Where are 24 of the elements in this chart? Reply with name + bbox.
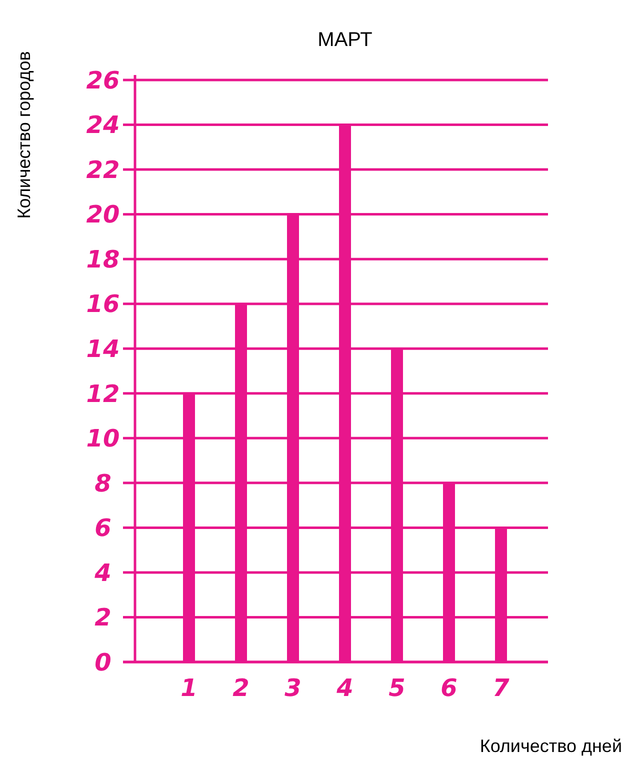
x-tick-label: 6 bbox=[440, 674, 458, 702]
y-tick-label: 24 bbox=[86, 111, 120, 140]
x-axis-title: Количество дней bbox=[480, 736, 622, 756]
y-tick-label: 26 bbox=[86, 66, 120, 94]
y-tick-label: 0 bbox=[94, 648, 112, 676]
x-tick-label: 4 bbox=[336, 674, 354, 702]
y-tick-label: 22 bbox=[86, 156, 120, 184]
y-tick-label: 12 bbox=[86, 380, 120, 408]
x-tick-label: 7 bbox=[492, 674, 510, 702]
x-tick-label: 2 bbox=[232, 674, 250, 702]
chart-title: МАРТ bbox=[318, 29, 372, 51]
x-tick-label: 5 bbox=[388, 674, 406, 702]
y-tick-label: 14 bbox=[86, 335, 120, 364]
y-axis-title: Количество городов bbox=[14, 51, 34, 219]
x-tick-label: 3 bbox=[284, 674, 302, 702]
y-tick-label: 18 bbox=[86, 245, 120, 274]
y-tick-label: 8 bbox=[94, 469, 112, 498]
y-tick-label: 16 bbox=[86, 290, 120, 318]
y-tick-label: 20 bbox=[86, 200, 120, 229]
y-tick-label: 6 bbox=[94, 514, 112, 542]
y-tick-label: 2 bbox=[94, 604, 112, 632]
y-tick-label: 10 bbox=[86, 424, 120, 453]
y-tick-label: 4 bbox=[94, 558, 112, 587]
x-tick-label: 1 bbox=[180, 674, 198, 702]
